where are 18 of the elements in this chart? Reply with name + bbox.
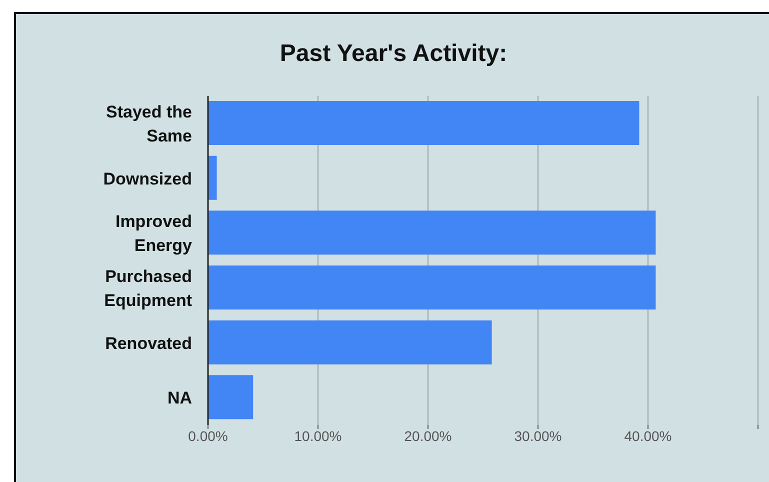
- y-tick-label: NA: [167, 388, 192, 408]
- bar: [208, 210, 656, 255]
- bar: [208, 266, 656, 310]
- chart-title: Past Year's Activity:: [278, 40, 508, 68]
- y-tick-label: Purchased Equipment: [104, 266, 192, 310]
- y-tick-label: Stayed the Same: [106, 102, 192, 145]
- x-tick-label: 0.00%: [188, 428, 228, 444]
- x-tick-label: 10.00%: [294, 428, 342, 444]
- x-tick-label: 20.00%: [404, 428, 452, 444]
- x-tick-label: 40.00%: [624, 428, 672, 444]
- bar: [208, 101, 640, 145]
- bar: [208, 375, 254, 420]
- y-tick-label: Downsized: [103, 168, 192, 188]
- x-tick-label: 30.00%: [514, 428, 562, 444]
- bar: [208, 156, 217, 200]
- y-tick-label: Improved Energy: [115, 212, 193, 255]
- y-tick-label: Renovated: [105, 333, 192, 352]
- bar: [208, 320, 492, 364]
